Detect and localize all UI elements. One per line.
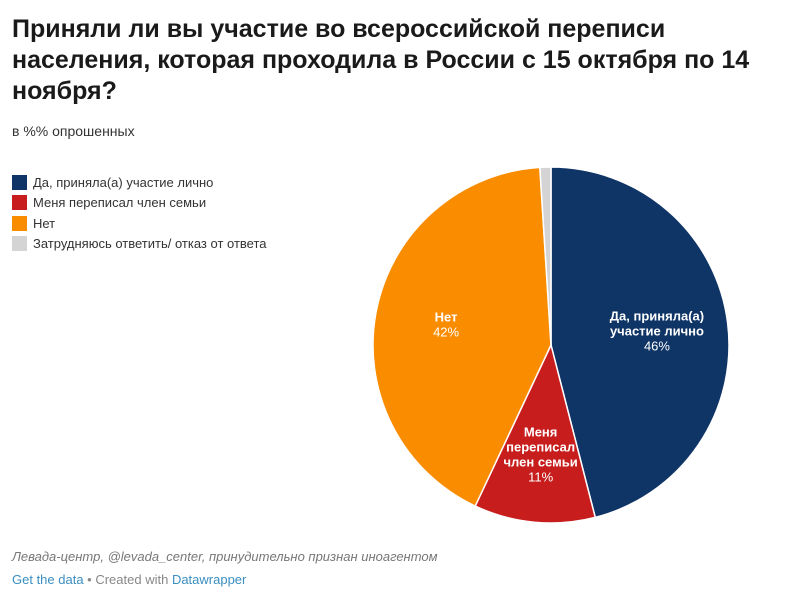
slice-name-label: участие лично <box>610 324 704 339</box>
source-note: Левада-центр, @levada_center, принудител… <box>12 549 438 564</box>
slice-name-label: Да, приняла(а) <box>610 309 704 324</box>
chart-subtitle: в %% опрошенных <box>12 123 135 139</box>
slice-label-family: Меня переписал член семьи 11% <box>504 424 578 484</box>
legend-swatch <box>12 215 27 231</box>
legend-item-hard-to-say: Затрудняюсь ответить/ отказ от ответа <box>12 234 267 255</box>
chart-title: Приняли ли вы участие во всероссийской п… <box>12 15 750 105</box>
legend-label: Нет <box>33 215 56 231</box>
slice-label-yes: Да, приняла(а) участие лично 46% <box>610 309 704 354</box>
legend-label: Меня переписал член семьи <box>33 195 207 211</box>
pie-slice-no <box>372 166 552 508</box>
legend-swatch <box>12 236 27 252</box>
slice-name-label: переписал <box>506 439 575 454</box>
pie-slice-hard-to-say <box>539 166 552 346</box>
legend-item-no: Нет <box>12 213 267 234</box>
legend-label: Затрудняюсь ответить/ отказ от ответа <box>33 236 267 252</box>
pie-slice-family <box>474 342 597 524</box>
slice-name-label: Нет <box>435 309 458 324</box>
legend-label: Да, приняла(а) участие лично <box>33 174 214 190</box>
get-the-data-link[interactable]: Get the data <box>12 572 84 587</box>
slice-value-label: 11% <box>528 469 553 484</box>
slice-label-no: Нет 42% <box>433 309 459 339</box>
slice-value-label: 42% <box>433 324 459 339</box>
legend-swatch <box>12 174 27 190</box>
legend-item-family: Меня переписал член семьи <box>12 193 267 214</box>
footer: Get the data • Created with Datawrapper <box>12 572 246 587</box>
slice-value-label: 46% <box>644 339 670 354</box>
slice-name-label: член семьи <box>504 454 578 469</box>
slice-name-label: Меня <box>524 424 558 439</box>
footer-separator: • Created with <box>83 572 172 587</box>
legend: Да, приняла(а) участие лично Меня перепи… <box>12 172 267 254</box>
legend-item-yes: Да, приняла(а) участие лично <box>12 172 267 193</box>
pie-slice-yes <box>550 166 730 519</box>
legend-swatch <box>12 195 27 211</box>
datawrapper-link[interactable]: Datawrapper <box>171 572 247 587</box>
